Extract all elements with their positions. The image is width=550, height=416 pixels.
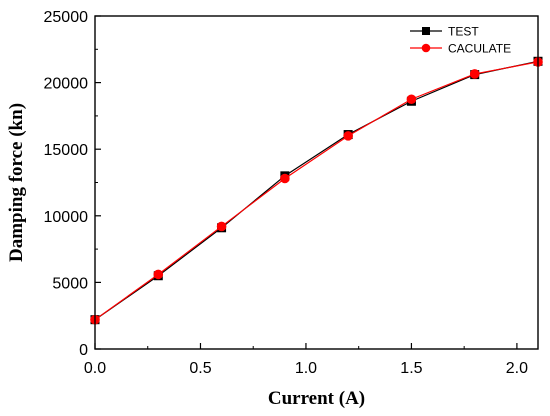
- x-tick-label: 1.0: [295, 360, 317, 377]
- series-layer: [90, 56, 543, 325]
- data-point-caculate: [469, 69, 480, 79]
- y-tick-label: 25000: [44, 9, 89, 26]
- x-tick-labels: 0.0 0.5 1.0 1.5 2.0: [84, 360, 528, 377]
- y-tick-labels: 0 5000 10000 15000 20000 25000: [44, 9, 89, 359]
- x-tick-label: 0.5: [189, 360, 211, 377]
- x-tick-label: 1.5: [400, 360, 422, 377]
- legend-label-test: TEST: [448, 25, 479, 39]
- data-point-caculate: [153, 269, 164, 280]
- series-line-test: [94, 60, 539, 321]
- data-point-caculate: [216, 221, 227, 232]
- y-axis-title: Damping force (kn): [6, 103, 27, 262]
- series-line-caculate: [94, 61, 539, 321]
- data-point-caculate: [343, 131, 353, 141]
- y-tick-label: 10000: [44, 209, 89, 226]
- x-tick-label: 0.0: [84, 360, 106, 377]
- legend-marker-caculate: [421, 43, 431, 53]
- x-axis-title: Current (A): [268, 388, 365, 409]
- data-point-caculate: [406, 94, 417, 105]
- legend-label-caculate: CACULATE: [448, 42, 511, 56]
- legend-marker-test: [422, 27, 430, 35]
- legend: TEST CACULATE: [410, 25, 511, 56]
- y-tick-label: 5000: [52, 275, 88, 292]
- y-tick-label: 15000: [44, 142, 89, 159]
- y-tick-label: 0: [79, 342, 88, 359]
- y-tick-label: 20000: [44, 76, 89, 93]
- data-point-caculate: [280, 173, 290, 184]
- x-tick-label: 2.0: [506, 360, 528, 377]
- plot-frame: [94, 15, 539, 350]
- axis-ticks: [94, 15, 518, 350]
